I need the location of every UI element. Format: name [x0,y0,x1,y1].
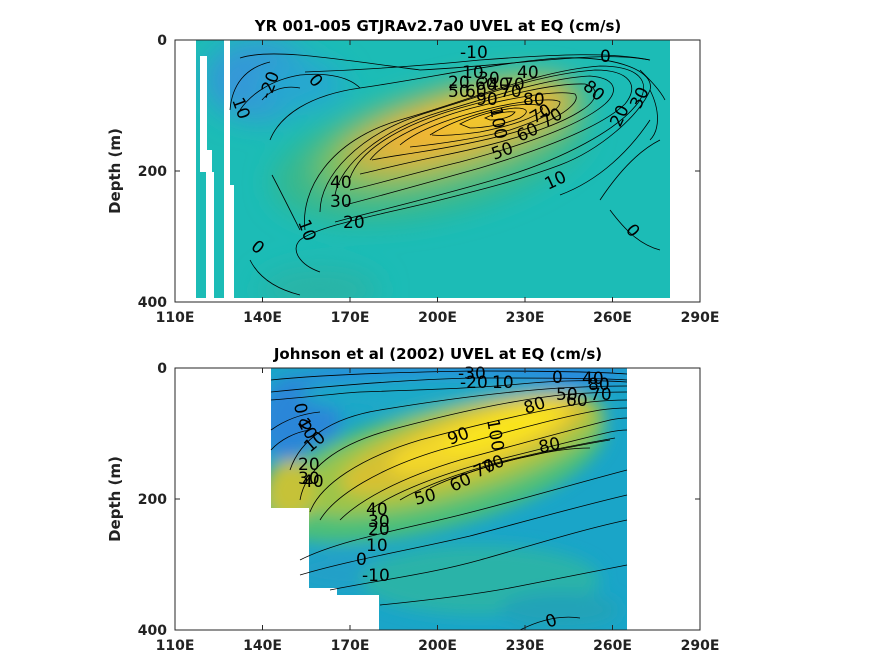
contour-label: 40 [366,500,388,520]
y-tick-label: 200 [138,164,167,180]
contour-label: 20 [343,213,365,233]
contour-label: 50 [448,82,470,102]
contour-label: 20 [368,520,390,540]
contour-label: 20 [448,73,470,93]
contour-label: 40 [330,173,352,193]
chart-panel-2: Johnson et al (2002) UVEL at EQ (cm/s) D… [106,345,719,654]
x-tick-label: 170E [331,310,370,326]
contour-lines-2 [270,370,628,630]
y-tick-label: 400 [138,295,167,311]
x-tick-label: 110E [156,638,195,654]
x-tick-label: 200E [418,638,457,654]
contour-label: -10 [460,43,488,63]
contour-label: 0 [289,401,311,415]
contour-label: 80 [537,434,562,458]
contour-label: 0 [600,47,611,67]
contour-label: 80 [523,90,545,110]
contour-label: 40 [302,472,324,492]
contour-label: 30 [330,192,352,212]
contour-label: 70 [500,82,522,102]
y-axis-label-1: Depth (m) [106,128,124,214]
chart-panel-1: YR 001-005 GTJRAv2.7a0 UVEL at EQ (cm/s)… [106,17,719,326]
x-tick-label: 230E [506,310,545,326]
contour-label: -20 [460,373,488,393]
contour-label: 40 [582,369,604,389]
contour-label: 30 [478,69,500,89]
contour-label: 60 [465,82,487,102]
x-tick-label: 110E [156,310,195,326]
contour-label: 60 [566,391,588,411]
x-tick-label: 140E [243,310,282,326]
contour-label: -30 [458,364,486,384]
x-tick-label: 290E [681,638,720,654]
x-tick-label: 230E [506,638,545,654]
x-tick-label: 260E [593,310,632,326]
x-tick-label: 170E [331,638,370,654]
contour-label: 40 [488,75,510,95]
contour-label: 10 [492,373,514,393]
y-axis-label-2: Depth (m) [106,456,124,542]
x-tick-label: 200E [418,310,457,326]
velocity-field-1 [175,40,700,302]
contour-label: 80 [588,375,610,395]
chart-title-2: Johnson et al (2002) UVEL at EQ (cm/s) [273,345,602,363]
y-tick-label: 0 [157,361,167,377]
contour-label: 90 [476,90,498,110]
contour-label: 0 [552,368,563,388]
contour-label: 60 [475,75,497,95]
contour-label: 30 [298,469,320,489]
contour-label: 10 [462,63,484,83]
contour-label: 10 [366,536,388,556]
y-tick-label: 200 [138,492,167,508]
chart-title-1: YR 001-005 GTJRAv2.7a0 UVEL at EQ (cm/s) [254,17,622,35]
contour-lines-1 [229,53,666,296]
y-tick-label: 400 [138,623,167,639]
contour-label: 50 [556,385,578,405]
contour-label: 0 [356,550,367,570]
contour-label: 40 [517,63,539,83]
contour-label: 30 [368,512,390,532]
contour-label: -10 [362,566,390,586]
contour-label: 70 [503,75,525,95]
y-tick-label: 0 [157,33,167,49]
contour-label: 70 [590,385,612,405]
contour-label: 20 [298,455,320,475]
x-tick-label: 260E [593,638,632,654]
x-tick-label: 140E [243,638,282,654]
x-tick-label: 290E [681,310,720,326]
